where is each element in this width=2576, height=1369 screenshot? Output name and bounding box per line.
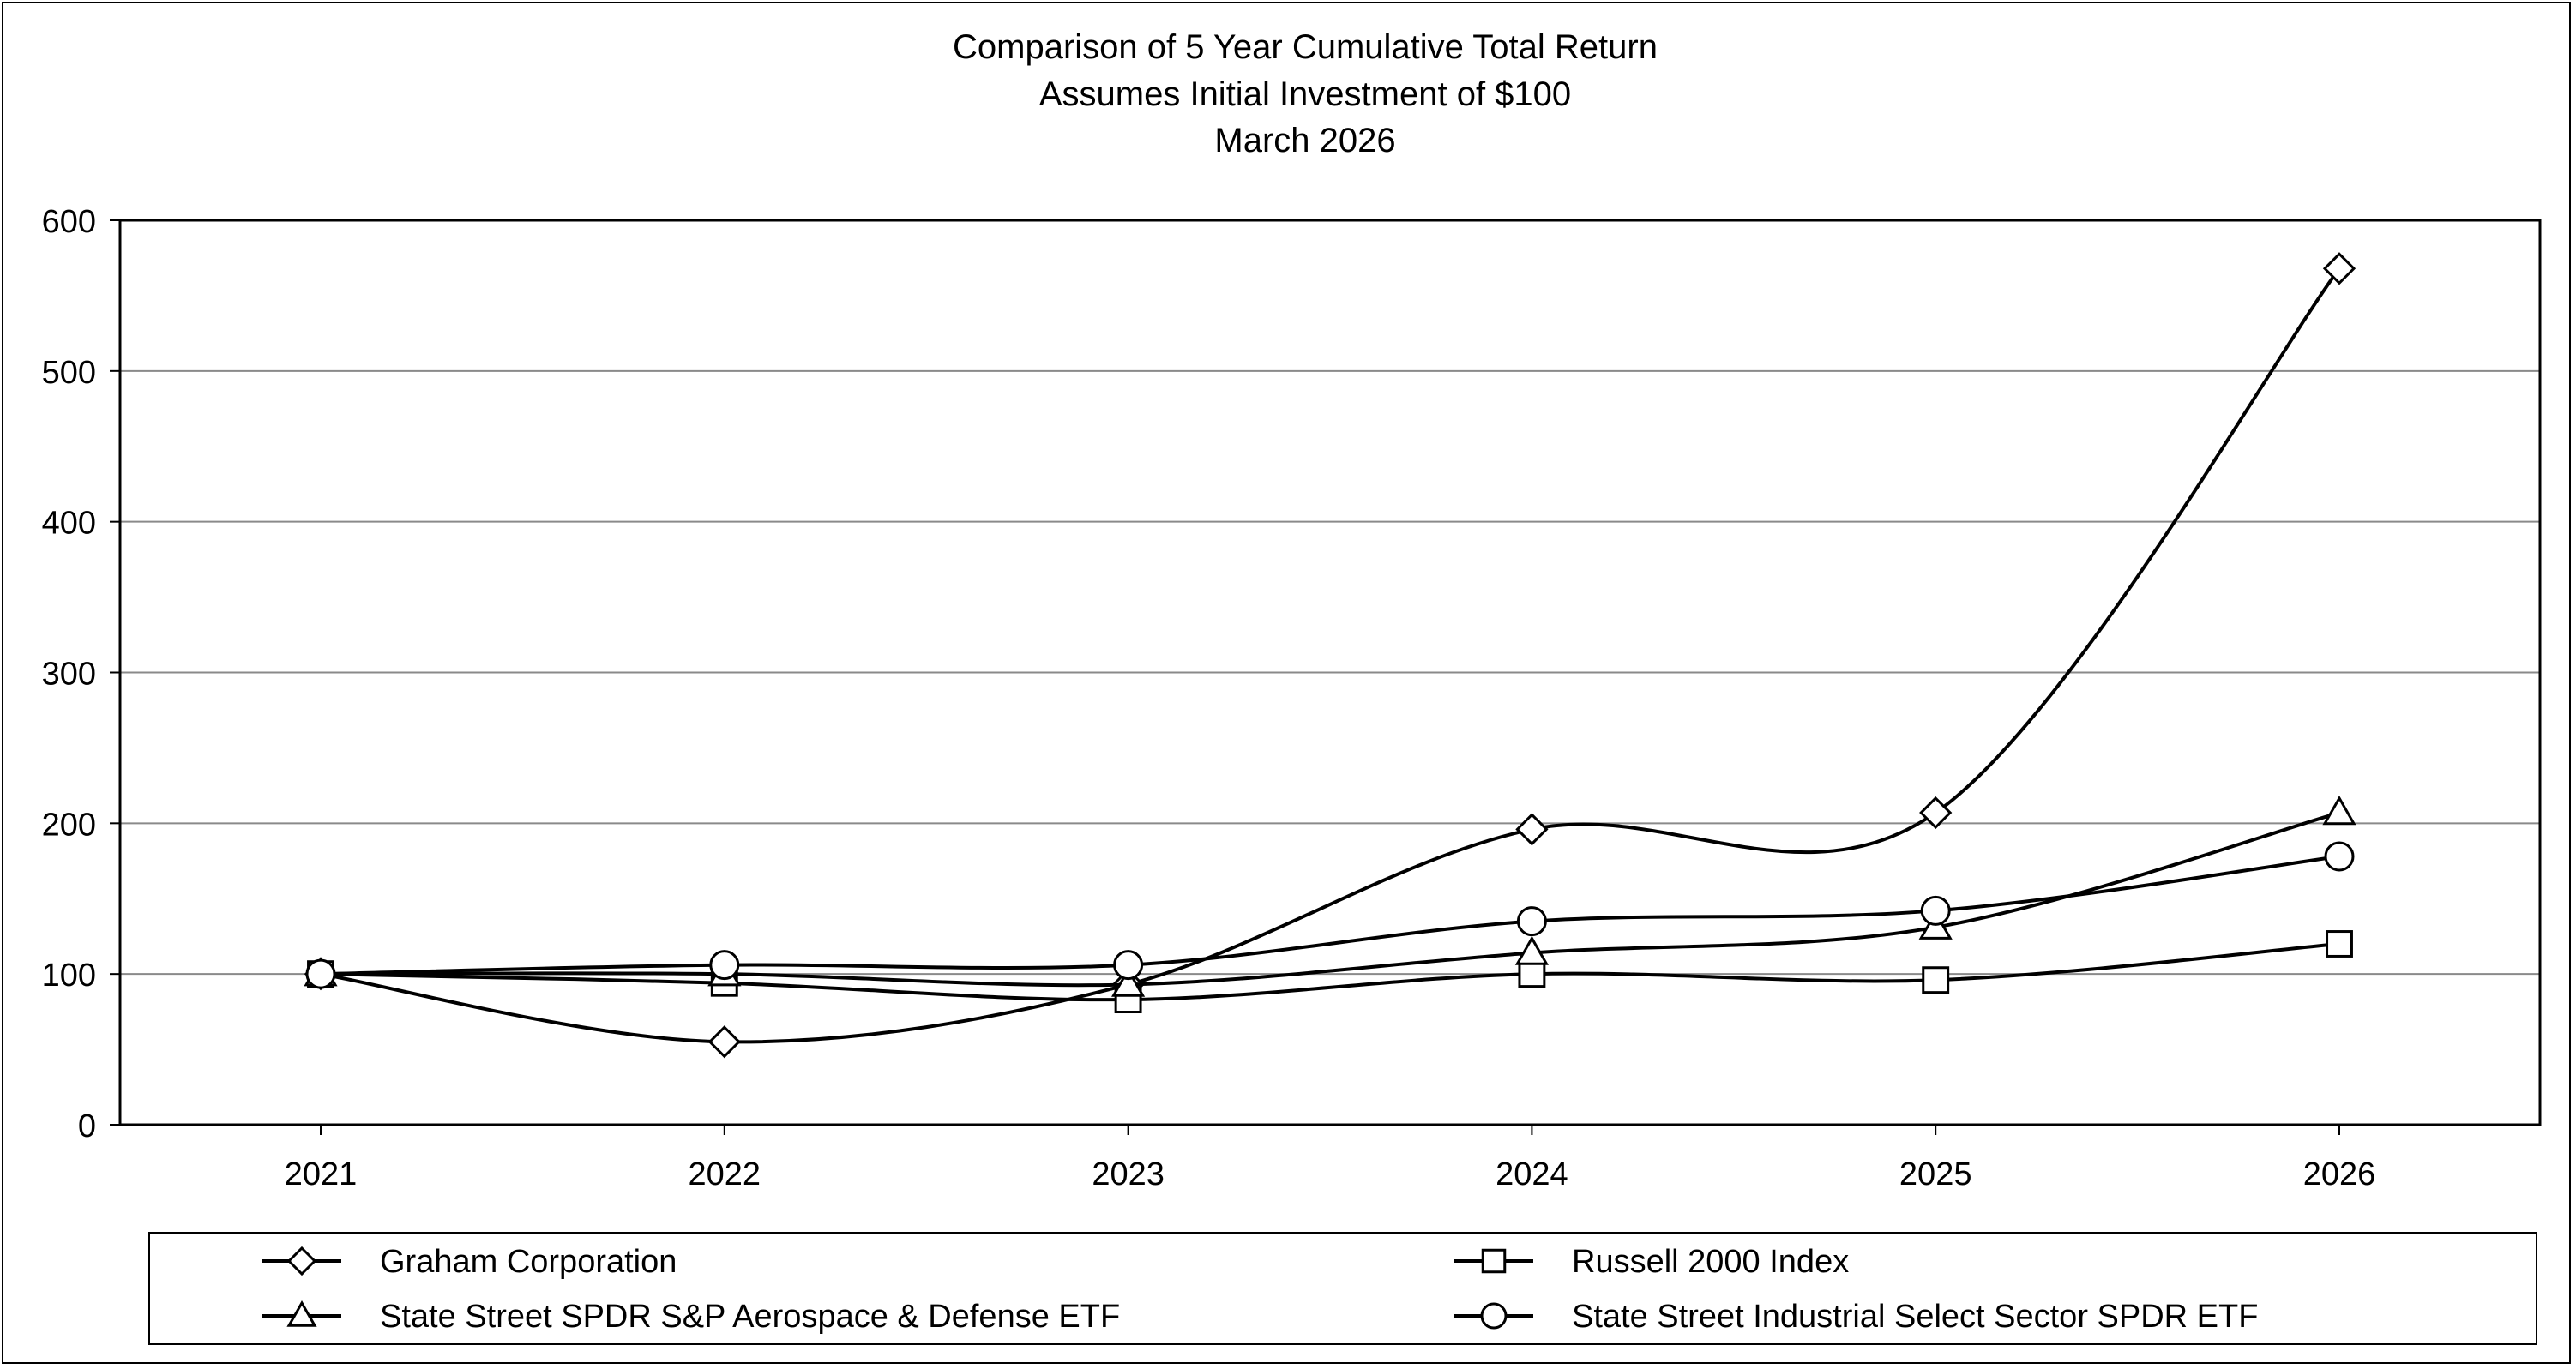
legend-marker-circle: [1480, 1302, 1508, 1330]
x-tick-label: 2024: [1496, 1156, 1568, 1192]
data-point-circle: [1920, 895, 1951, 926]
data-point-triangle: [1111, 967, 1146, 997]
series-line: [320, 942, 2340, 1002]
gridlines: [120, 219, 2540, 976]
chart-title-line-3: March 2026: [1214, 122, 1395, 159]
x-axis: 2021 2022 2023 2024 2025 2026: [285, 1125, 2376, 1192]
series-line: [320, 267, 2341, 1044]
x-tick-label: 2022: [689, 1156, 761, 1192]
y-tick-label: 100: [42, 958, 96, 994]
data-point-triangle: [1514, 935, 1549, 965]
x-tick-label: 2023: [1092, 1156, 1165, 1192]
data-point-triangle: [2322, 796, 2356, 826]
legend-items: [262, 1246, 1533, 1330]
y-tick-label: 200: [42, 807, 96, 843]
data-point-diamond: [2322, 252, 2356, 285]
data-point-diamond: [707, 1025, 741, 1059]
data-point-circle: [709, 950, 740, 981]
chart-title-line-2: Assumes Initial Investment of $100: [1039, 75, 1571, 113]
legend-label-russell: Russell 2000 Index: [1572, 1244, 1849, 1280]
data-point-circle: [2324, 841, 2355, 872]
data-point-circle: [1516, 906, 1547, 937]
legend-marker-triangle: [286, 1300, 317, 1327]
legend: Graham Corporation Russell 2000 Index St…: [148, 1232, 2537, 1345]
series-graham-corporation: [304, 252, 2356, 1059]
series-state-street-industrial-select-sector-spdr-etf: [305, 841, 2355, 989]
chart-title: Comparison of 5 Year Cumulative Total Re…: [953, 28, 1658, 159]
data-point-diamond: [1515, 813, 1549, 846]
y-tick-label: 300: [42, 657, 96, 693]
legend-label-industrial: State Street Industrial Select Sector SP…: [1572, 1299, 2258, 1335]
data-point-square: [1518, 960, 1546, 988]
y-tick-label: 400: [42, 506, 96, 542]
data-point-diamond: [1919, 796, 1953, 830]
data-point-square: [2326, 930, 2353, 958]
x-tick-label: 2026: [2303, 1156, 2376, 1192]
series-line: [320, 811, 2340, 988]
legend-label-aerospace: State Street SPDR S&P Aerospace & Defens…: [380, 1299, 1120, 1335]
legend-marker-diamond: [286, 1246, 317, 1276]
x-tick-label: 2025: [1899, 1156, 1972, 1192]
legend-label-graham: Graham Corporation: [380, 1244, 677, 1280]
legend-marker-square: [1481, 1248, 1507, 1274]
y-tick-label: 0: [78, 1108, 96, 1144]
series-line: [320, 855, 2340, 976]
y-tick-label: 500: [42, 355, 96, 391]
x-tick-label: 2021: [285, 1156, 358, 1192]
data-point-circle: [305, 958, 336, 989]
data-point-square: [1922, 966, 1950, 994]
series-layer: [304, 252, 2356, 1059]
data-point-circle: [1113, 950, 1144, 981]
legend-box: [148, 1232, 2537, 1345]
y-axis: 0 100 200 300 400 500 600: [42, 204, 120, 1144]
chart-title-line-1: Comparison of 5 Year Cumulative Total Re…: [953, 28, 1658, 66]
y-tick-label: 600: [42, 204, 96, 240]
